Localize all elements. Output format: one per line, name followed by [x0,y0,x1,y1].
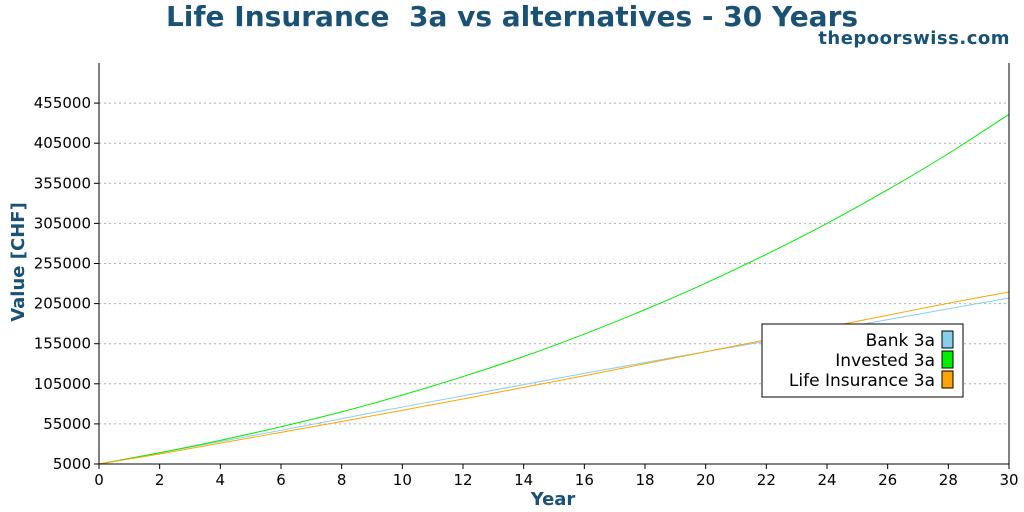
legend-label-life-insurance-3a: Life Insurance 3a [789,371,935,391]
legend-label-invested-3a: Invested 3a [835,351,935,371]
y-tick-label: 55000 [43,415,91,433]
y-tick-label: 455000 [34,94,91,112]
x-tick-label: 0 [94,471,104,489]
y-tick-label: 205000 [34,295,91,313]
x-tick-label: 12 [453,471,472,489]
x-ticks: 0 2 4 6 8 10 12 14 16 18 20 22 24 26 28 30 [94,464,1019,489]
y-tick-label: 105000 [34,375,91,393]
watermark: thepoorswiss.com [818,28,1010,49]
x-tick-label: 20 [696,471,715,489]
legend-box [761,323,964,398]
series-line-life-insurance-3a [98,291,1010,465]
x-tick-label: 18 [635,471,654,489]
x-tick-label: 28 [939,471,958,489]
x-axis-title: Year [530,489,576,510]
series-line-invested-3a [98,113,1010,465]
y-axis-title: Value [CHF] [8,202,29,322]
x-tick-label: 4 [216,471,226,489]
x-tick-label: 6 [276,471,286,489]
grid-lines [99,102,1009,425]
x-tick-label: 2 [155,471,165,489]
series-lines [98,113,1010,465]
x-tick-label: 10 [393,471,412,489]
y-tick-label: 5000 [53,455,91,473]
y-tick-label: 305000 [34,214,91,232]
x-tick-label: 26 [878,471,897,489]
legend-label-bank-3a: Bank 3a [866,331,935,351]
y-ticks: 5000 55000 105000 155000 205000 255000 305000 3… [34,94,99,473]
y-tick-label: 355000 [34,174,91,192]
legend-swatch-invested-3a [941,350,954,369]
x-tick-label: 30 [999,471,1018,489]
y-tick-label: 255000 [34,255,91,273]
chart-title: Life Insurance 3a vs alternatives - 30 Y… [165,0,859,33]
legend-swatch-bank-3a [941,330,954,349]
y-tick-label: 155000 [34,335,91,353]
x-tick-label: 8 [337,471,347,489]
legend-swatch-life-insurance-3a [941,370,954,389]
x-tick-label: 24 [817,471,836,489]
x-tick-label: 14 [514,471,533,489]
y-tick-label: 405000 [34,134,91,152]
x-tick-label: 22 [757,471,776,489]
x-tick-label: 16 [575,471,594,489]
